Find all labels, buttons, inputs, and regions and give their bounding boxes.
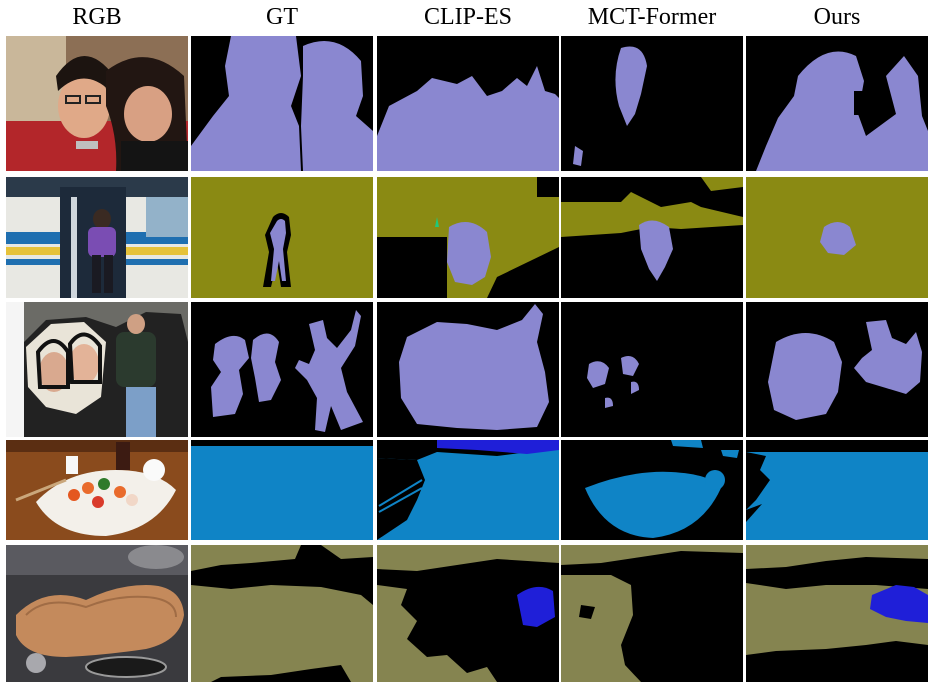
row1-mctformer-mask bbox=[561, 36, 743, 171]
row4-gt-mask bbox=[191, 440, 373, 540]
row4-clipes-mask bbox=[377, 440, 559, 540]
column-header-row: RGB GT CLIP-ES MCT-Former Ours bbox=[0, 0, 932, 34]
row5-rgb-image bbox=[6, 545, 188, 682]
row1-rgb-image bbox=[6, 36, 188, 171]
header-ours: Ours bbox=[813, 4, 861, 30]
row4-mctformer-mask bbox=[561, 440, 743, 540]
row3-gt-mask bbox=[191, 302, 373, 437]
header-gt: GT bbox=[266, 4, 298, 30]
row1-ours-mask bbox=[746, 36, 928, 171]
row1-gt-mask bbox=[191, 36, 373, 171]
row5-mctformer-mask bbox=[561, 545, 743, 682]
row5-gt-mask bbox=[191, 545, 373, 682]
row2-mctformer-mask bbox=[561, 177, 743, 298]
header-clip-es: CLIP-ES bbox=[423, 4, 512, 30]
row3-ours-mask bbox=[746, 302, 928, 437]
row5-ours-mask bbox=[746, 545, 928, 682]
row3-mctformer-mask bbox=[561, 302, 743, 437]
row5-clipes-mask bbox=[377, 545, 559, 682]
row4-ours-mask bbox=[746, 440, 928, 540]
header-rgb: RGB bbox=[72, 4, 122, 30]
header-mct-former: MCT-Former bbox=[587, 4, 717, 30]
row2-rgb-image bbox=[6, 177, 188, 298]
row3-rgb-image bbox=[6, 302, 188, 437]
row2-clipes-mask bbox=[377, 177, 559, 298]
row2-gt-mask bbox=[191, 177, 373, 298]
row3-clipes-mask bbox=[377, 302, 559, 437]
row1-clipes-mask bbox=[377, 36, 559, 171]
row2-ours-mask bbox=[746, 177, 928, 298]
row4-rgb-image bbox=[6, 440, 188, 540]
